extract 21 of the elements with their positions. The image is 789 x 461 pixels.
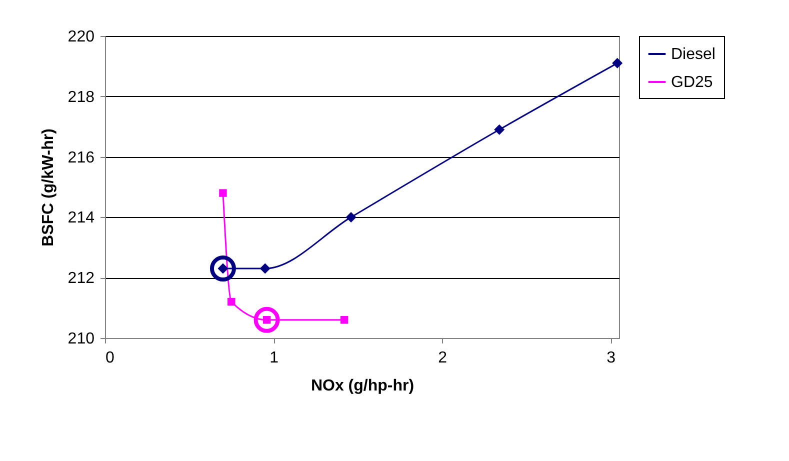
legend-label: GD25 — [671, 74, 713, 91]
legend-label: Diesel — [671, 46, 716, 63]
x-tick-label: 2 — [438, 350, 448, 366]
x-tick-label: 3 — [606, 350, 616, 366]
point — [494, 124, 505, 135]
point — [260, 263, 270, 274]
point — [340, 316, 348, 324]
y-axis-title: BSFC (g/kW-hr) — [40, 128, 57, 246]
y-tick-label: 212 — [68, 270, 95, 288]
y-tick-label: 210 — [68, 330, 95, 348]
y-tick-label: 214 — [68, 210, 95, 227]
point — [346, 212, 356, 222]
x-axis-title: NOx (g/hp-hr) — [310, 378, 414, 394]
y-tick-label: 216 — [68, 149, 95, 166]
x-tick-label: 1 — [270, 350, 279, 366]
y-tick-label: 218 — [68, 88, 95, 106]
x-tick-label: 0 — [106, 350, 114, 366]
point — [219, 189, 227, 197]
y-tick-label: 220 — [68, 28, 95, 46]
point — [228, 298, 236, 306]
point — [612, 58, 623, 68]
